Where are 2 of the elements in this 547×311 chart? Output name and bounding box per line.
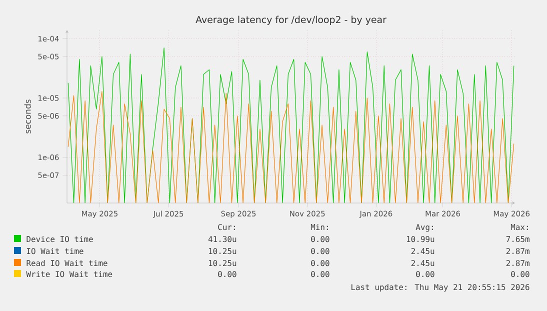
y-axis-title: seconds <box>24 100 31 134</box>
chart-title: Average latency for /dev/loop2 - by year <box>196 16 386 25</box>
